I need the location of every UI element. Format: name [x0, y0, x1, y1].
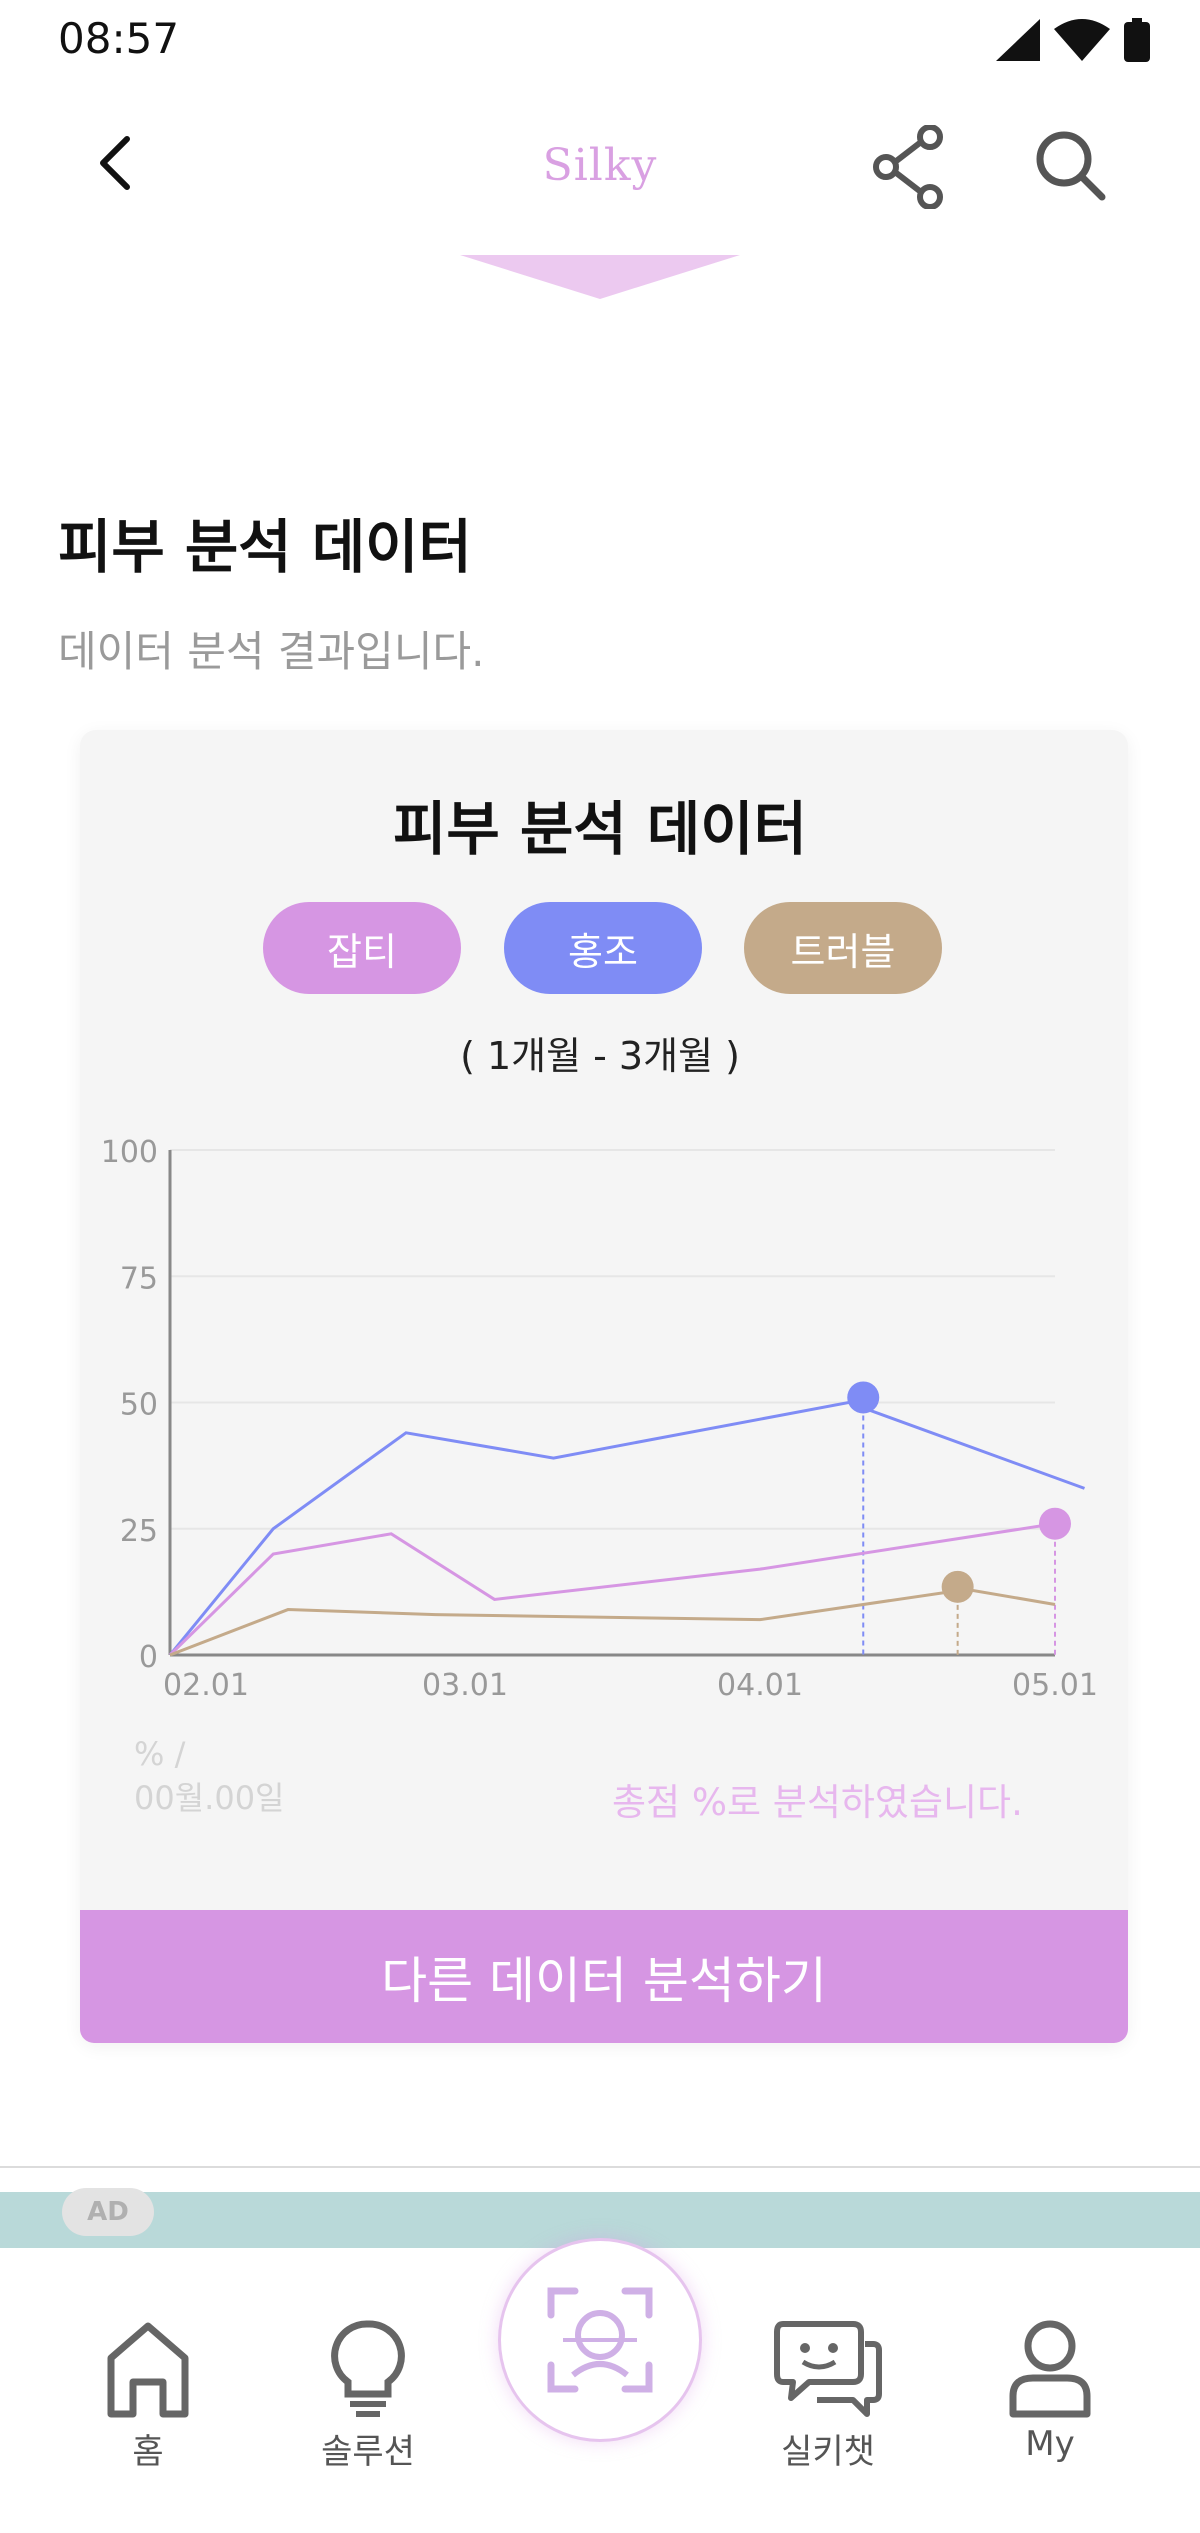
search-icon	[1036, 131, 1106, 201]
share-icon	[873, 125, 943, 209]
y-tick-label: 75	[120, 1261, 158, 1296]
y-tick-label: 0	[139, 1640, 158, 1675]
filter-pill-redness[interactable]: 홍조	[504, 902, 702, 994]
signal-icon	[996, 19, 1040, 61]
highlight-point-1	[1039, 1507, 1071, 1540]
nav-chat-label: 실키챗	[781, 2432, 875, 2472]
search-button[interactable]	[1030, 125, 1110, 205]
status-time: 08:57	[58, 14, 180, 63]
y-tick-label: 25	[120, 1514, 158, 1549]
user-icon	[1009, 2320, 1091, 2418]
app-title: Silky	[542, 140, 658, 191]
highlight-point-0	[847, 1381, 880, 1414]
filter-pill-blemish[interactable]: 잡티	[263, 902, 461, 994]
analyze-other-button[interactable]: 다른 데이터 분석하기	[80, 1910, 1128, 2043]
face-scan-button[interactable]	[498, 2238, 702, 2442]
share-button[interactable]	[868, 122, 948, 212]
skin-analysis-chart: 0 25 50 75 100 02.01 03.01 04.01 05.01	[101, 1135, 1098, 1703]
series-line-1	[168, 1522, 1056, 1657]
highlight-point-2	[941, 1570, 974, 1603]
divider	[0, 2166, 1200, 2168]
collapse-indicator	[460, 255, 740, 299]
date-placeholder: % / 00월.00일	[134, 1732, 285, 1820]
period-range: ( 1개월 - 3개월 )	[460, 1034, 740, 1078]
series-line-2	[169, 1587, 1056, 1657]
x-tick-label: 05.01	[1012, 1668, 1098, 1703]
nav-solution-label: 솔루션	[321, 2432, 415, 2472]
nav-chat[interactable]: 실키챗	[738, 2318, 918, 2473]
nav-my[interactable]: My	[960, 2318, 1140, 2464]
battery-icon	[1124, 18, 1150, 62]
wifi-icon	[1054, 19, 1110, 61]
y-tick-label: 50	[120, 1388, 158, 1423]
percent-placeholder: % /	[134, 1735, 186, 1773]
home-icon	[107, 2322, 189, 2418]
card-title: 피부 분석 데이터	[393, 795, 807, 863]
filter-pill-trouble[interactable]: 트러블	[744, 902, 942, 994]
x-tick-label: 04.01	[717, 1668, 803, 1703]
y-tick-label: 100	[101, 1135, 158, 1170]
lightbulb-icon	[331, 2320, 405, 2417]
chat-icon	[774, 2321, 882, 2417]
ad-badge: AD	[62, 2188, 154, 2236]
nav-solution[interactable]: 솔루션	[278, 2318, 458, 2473]
section-subtitle: 데이터 분석 결과입니다.	[58, 627, 485, 676]
nav-my-label: My	[1025, 2424, 1075, 2464]
x-tick-label: 02.01	[163, 1668, 249, 1703]
chevron-left-icon	[100, 136, 130, 190]
nav-home[interactable]: 홈	[58, 2318, 238, 2473]
section-title: 피부 분석 데이터	[58, 513, 472, 581]
nav-home-label: 홈	[132, 2432, 164, 2472]
series-line-0	[168, 1400, 1086, 1656]
back-button[interactable]	[80, 128, 150, 198]
date-value-placeholder: 00월.00일	[134, 1779, 285, 1817]
score-note: 총점 %로 분석하였습니다.	[612, 1781, 1023, 1824]
x-tick-label: 03.01	[422, 1668, 508, 1703]
face-scan-icon	[547, 2287, 653, 2393]
status-icons	[996, 18, 1150, 62]
